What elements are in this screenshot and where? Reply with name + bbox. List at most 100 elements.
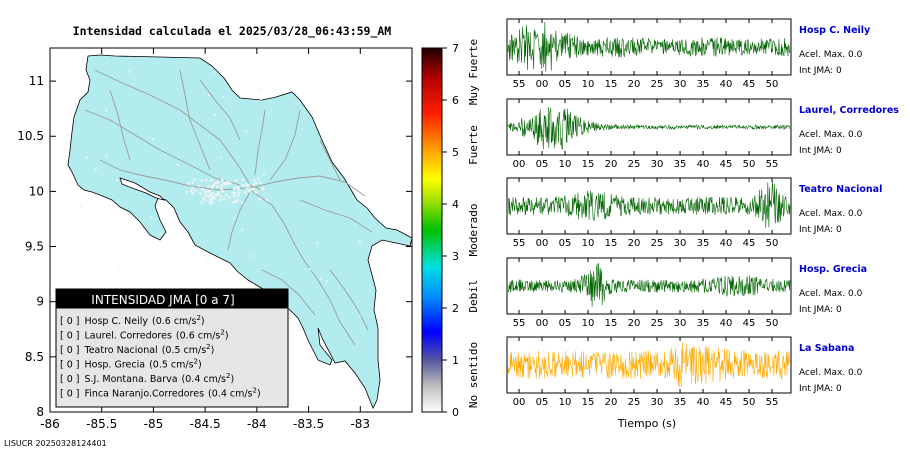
city-dot — [209, 198, 212, 201]
waveform-trace — [507, 262, 791, 307]
trace-tick-label: 00 — [513, 159, 526, 170]
town-dot — [337, 166, 340, 169]
trace-tick-label: 40 — [697, 397, 710, 408]
town-dot — [214, 113, 217, 116]
city-dot — [212, 183, 216, 187]
town-dot — [118, 268, 121, 271]
trace-tick-label: 40 — [720, 238, 733, 249]
city-dot — [203, 199, 207, 202]
city-dot — [235, 186, 238, 189]
city-dot — [208, 193, 212, 197]
town-dot — [128, 70, 131, 73]
legend-accel-close: ) — [225, 331, 229, 342]
city-dot — [191, 186, 194, 190]
city-dot — [194, 189, 197, 192]
town-dot — [115, 179, 118, 182]
legend-accel-close: ) — [201, 316, 205, 327]
town-dot — [250, 255, 253, 258]
city-dot — [214, 193, 217, 197]
map-y-tick-label: 8 — [36, 405, 44, 419]
city-dot — [200, 187, 204, 191]
city-dot — [189, 189, 193, 193]
town-dot — [220, 156, 223, 159]
colorbar-tick-label: 3 — [452, 250, 459, 263]
city-dot — [232, 200, 235, 204]
city-dot — [223, 183, 226, 186]
city-dot — [234, 200, 237, 203]
trace-tick-label: 55 — [766, 159, 779, 170]
trace-tick-label: 10 — [582, 238, 595, 249]
trace-tick-label: 15 — [582, 159, 595, 170]
city-dot — [220, 187, 223, 191]
legend-accel: (0.6 cm/s — [176, 331, 221, 342]
intensity-legend-rows: [ 0 ] Hosp C. Neily (0.6 cm/s2)[ 0 ] Laurel… — [60, 314, 261, 400]
trace-tick-label: 40 — [697, 159, 710, 170]
legend-level: [ 0 ] — [60, 331, 80, 342]
legend-accel: (0.5 cm/s — [149, 360, 194, 371]
trace-tick-label: 45 — [743, 318, 756, 329]
city-dot — [214, 181, 217, 185]
trace-tick-label: 55 — [513, 238, 526, 249]
gulf-of-nicoya — [119, 177, 166, 201]
trace-tick-label: 30 — [674, 238, 687, 249]
city-dot — [191, 192, 194, 195]
town-dot — [176, 163, 179, 166]
legend-accel-close: ) — [230, 374, 234, 385]
city-dot — [221, 189, 225, 193]
town-dot — [105, 155, 108, 158]
town-dot — [94, 168, 97, 171]
city-dot — [204, 194, 208, 197]
map-y-tick-label: 8.5 — [25, 350, 44, 364]
trace-station-name: Hosp. Grecia — [799, 264, 867, 275]
trace-acel-max: Acel. Max. 0.0 — [799, 50, 863, 60]
trace-int-jma: Int JMA: 0 — [799, 66, 842, 76]
town-dot — [298, 328, 301, 331]
city-dot — [200, 200, 204, 204]
map-y-tick-label: 10 — [29, 184, 44, 198]
city-dot — [221, 178, 224, 182]
trace-tick-label: 25 — [651, 79, 664, 90]
trace-tick-label: 15 — [605, 318, 618, 329]
city-dot — [225, 193, 228, 197]
waveform-panels: 55 00 05 10 15 20 25 30 35 40 45 50 Hosp C. Neily Ace… — [506, 18, 899, 408]
trace-tick-label: 15 — [605, 238, 618, 249]
city-dot — [219, 194, 223, 198]
map-x-tick-label: -84 — [247, 417, 267, 431]
legend-level: [ 0 ] — [60, 345, 80, 356]
intensity-legend-row: [ 0 ] Teatro Nacional (0.5 cm/s2) — [60, 343, 214, 356]
city-dot — [236, 199, 240, 202]
legend-level: [ 0 ] — [60, 316, 80, 327]
city-dot — [236, 186, 240, 189]
city-dot — [233, 192, 237, 195]
legend-accel: (0.4 cm/s — [208, 389, 253, 400]
city-dot — [255, 181, 258, 184]
trace-tick-label: 25 — [628, 159, 641, 170]
trace-tick-label: 00 — [513, 397, 526, 408]
trace-tick-label: 20 — [628, 318, 641, 329]
waveform-trace — [507, 106, 791, 150]
map-x-tick-label: -83.5 — [293, 417, 324, 431]
legend-accel-close: ) — [198, 360, 202, 371]
legend-accel-close: ) — [211, 345, 215, 356]
trace-tick-label: 40 — [720, 79, 733, 90]
city-dot — [260, 187, 264, 191]
city-dot — [245, 183, 249, 187]
trace-tick-label: 25 — [628, 397, 641, 408]
waveform-trace — [507, 181, 791, 228]
city-dot — [216, 181, 219, 184]
trace-tick-label: 10 — [559, 159, 572, 170]
city-dot — [228, 182, 232, 185]
city-dot — [200, 179, 204, 182]
city-dot — [222, 198, 226, 201]
city-dot — [222, 181, 226, 185]
city-dot — [211, 184, 214, 188]
city-dot — [202, 196, 206, 200]
trace-tick-label: 10 — [582, 318, 595, 329]
legend-accel-close: ) — [257, 389, 261, 400]
colorbar-ticks: 0 1 2 3 4 5 6 7 — [442, 42, 459, 419]
city-dot — [205, 178, 208, 182]
trace-tick-label: 55 — [766, 397, 779, 408]
trace-tick-label: 45 — [743, 79, 756, 90]
city-dot — [207, 185, 210, 189]
city-dot — [232, 187, 236, 190]
